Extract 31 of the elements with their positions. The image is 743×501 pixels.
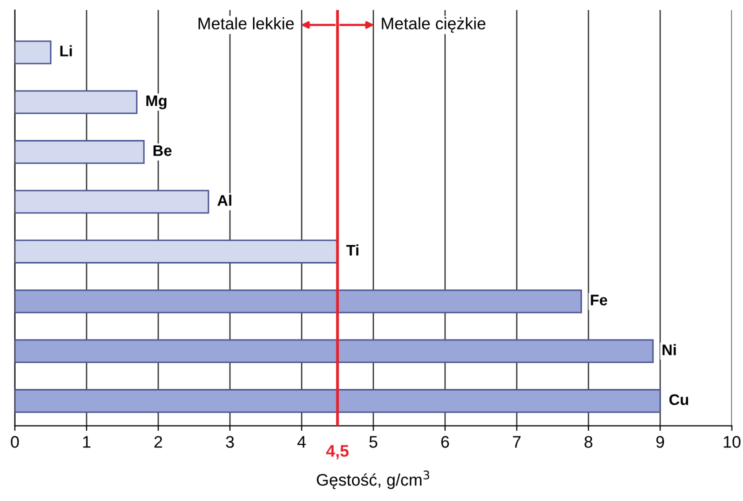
- x-tick-label: 2: [154, 436, 162, 448]
- x-tick-label: 8: [584, 436, 592, 448]
- x-tick-label: 3: [226, 436, 234, 448]
- y-tick-label: Ni: [662, 344, 676, 356]
- ref-line-label: 4,5: [326, 445, 349, 460]
- y-tick-label: Ti: [346, 244, 358, 256]
- y-tick-label: Fe: [590, 294, 608, 306]
- bar: [14, 389, 661, 413]
- x-tick-label: 4: [297, 436, 306, 448]
- bar: [14, 190, 210, 214]
- x-tick-label: 6: [441, 436, 449, 448]
- y-tick-label: Cu: [669, 394, 688, 406]
- y-tick-label: Li: [60, 45, 72, 56]
- x-tick-label: 9: [656, 436, 664, 448]
- x-tick-label: 10: [724, 436, 740, 448]
- bar: [14, 240, 338, 264]
- bar: [14, 40, 52, 64]
- bar: [14, 90, 138, 114]
- x-tick-label: 0: [10, 436, 19, 448]
- bar: [14, 339, 654, 364]
- annotation: Metale ciężkie: [382, 17, 486, 33]
- y-tick-label: Al: [217, 194, 232, 206]
- x-tick-label: 5: [369, 436, 378, 448]
- x-tick-label: 1: [83, 436, 90, 448]
- y-tick-label: Be: [154, 145, 172, 156]
- y-tick-label: Mg: [146, 96, 166, 110]
- annotation: Metale lekkie: [198, 17, 294, 30]
- x-axis-title: Gęstość, g/cm$^{3}$: [316, 470, 430, 490]
- x-tick-label: 7: [512, 436, 521, 448]
- bar: [14, 140, 145, 164]
- bar: [14, 289, 582, 314]
